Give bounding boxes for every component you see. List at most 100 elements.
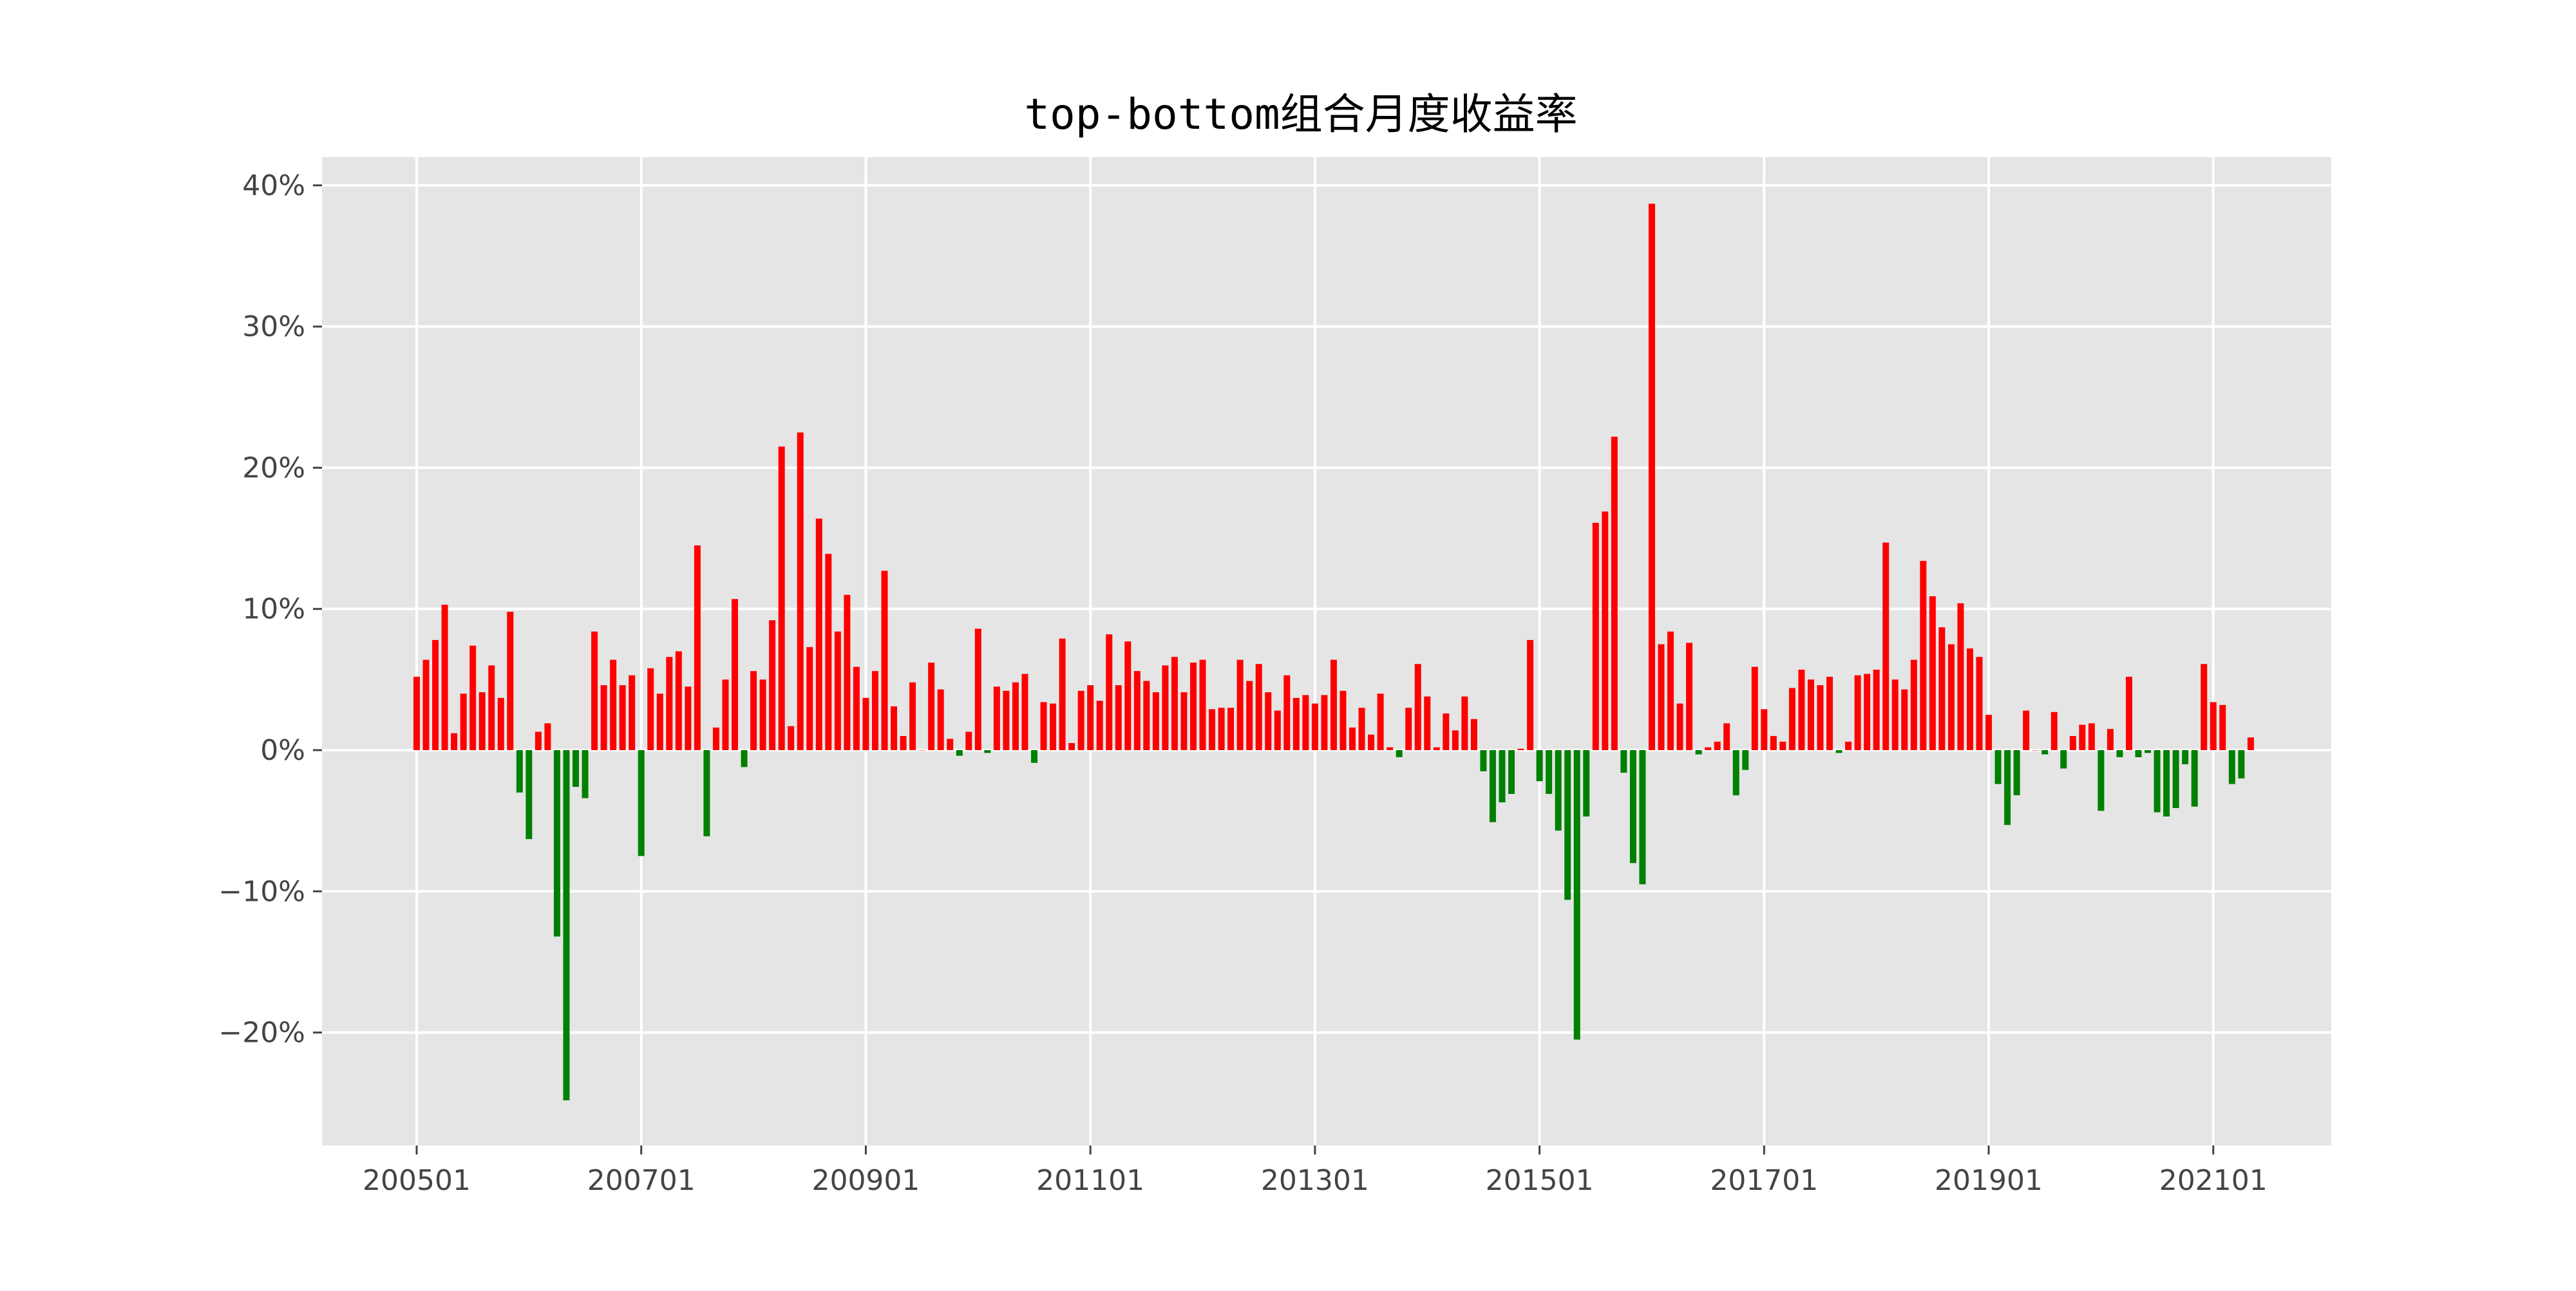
bar [619, 685, 626, 750]
y-tick-label: 30% [242, 310, 305, 343]
chart-title: top-bottom组合月度收益率 [1024, 90, 1577, 139]
x-tick-label: 200701 [587, 1164, 696, 1197]
bar [2247, 737, 2254, 750]
bar [1546, 750, 1553, 794]
bar [1751, 666, 1758, 750]
bar [1218, 708, 1225, 750]
bar [947, 739, 954, 750]
bar [460, 693, 467, 750]
bar [1873, 670, 1880, 750]
bar [1115, 685, 1122, 750]
bar [1293, 697, 1300, 750]
bar [1180, 692, 1188, 750]
bar [1387, 747, 1394, 750]
bar [1050, 703, 1057, 750]
bar [1405, 708, 1412, 750]
bar [675, 651, 682, 750]
bar [1499, 750, 1506, 803]
bar [1021, 674, 1028, 750]
bar [1779, 741, 1786, 750]
bar [1742, 750, 1749, 770]
bar [1433, 747, 1440, 750]
bar [2163, 750, 2170, 817]
bar [2210, 702, 2217, 750]
bar [507, 612, 514, 750]
bar [1368, 734, 1375, 750]
bar [2238, 750, 2245, 778]
plot-area [322, 157, 2331, 1145]
bar [1798, 670, 1805, 750]
bar [1938, 627, 1946, 750]
bar [516, 750, 523, 793]
bar [844, 594, 851, 750]
bar [432, 639, 439, 750]
bar [2041, 750, 2049, 755]
bar [1209, 709, 1216, 750]
bar [638, 750, 645, 856]
bar [573, 750, 580, 787]
bar [1920, 561, 1927, 750]
bar [815, 518, 822, 750]
x-tick-label: 201901 [1935, 1164, 2043, 1197]
bar [1732, 750, 1739, 796]
bar [1377, 693, 1384, 750]
bar [2069, 736, 2076, 750]
bar [1302, 695, 1309, 750]
bar [834, 631, 841, 750]
bar [732, 599, 739, 750]
x-tick-label: 201301 [1261, 1164, 1369, 1197]
y-tick-label: −20% [218, 1017, 305, 1050]
bar [1461, 696, 1468, 750]
bar [1106, 634, 1113, 750]
bar [1592, 522, 1599, 750]
bar [1620, 750, 1627, 773]
bar [1143, 681, 1150, 750]
bar [2004, 750, 2011, 825]
bar [750, 671, 757, 750]
bar [1985, 715, 1993, 750]
bar [1770, 736, 1777, 750]
bar [2098, 750, 2105, 811]
bar [1059, 638, 1066, 750]
bar [469, 645, 477, 750]
y-tick-label: 0% [260, 734, 305, 767]
bar [862, 697, 869, 750]
bar [1573, 750, 1580, 1040]
bar [1236, 659, 1244, 750]
bar [1826, 676, 1833, 750]
bars [413, 203, 2254, 1100]
bar [1658, 644, 1665, 750]
bar [1321, 695, 1328, 750]
bar [956, 750, 963, 756]
bar [1133, 671, 1141, 750]
bar [1976, 657, 1983, 750]
bar [1414, 664, 1421, 750]
bar [769, 620, 776, 750]
bar [984, 750, 991, 753]
bar [1096, 701, 1103, 750]
bar [1003, 690, 1010, 750]
bar [422, 659, 430, 750]
bar [853, 666, 860, 750]
bar [1602, 511, 1609, 750]
bar [2116, 750, 2123, 757]
bar [788, 726, 795, 750]
bar [1077, 690, 1084, 750]
bar [1340, 690, 1347, 750]
bar [2125, 676, 2132, 750]
bar [1349, 727, 1356, 750]
bar [535, 731, 542, 750]
bar [891, 706, 898, 750]
bar [2050, 711, 2058, 750]
x-tick-label: 202101 [2159, 1164, 2268, 1197]
bar [1452, 730, 1459, 750]
bar [1667, 631, 1674, 750]
x-tick-label: 200501 [363, 1164, 471, 1197]
bar [488, 665, 495, 750]
bar [1030, 750, 1037, 763]
bar [582, 750, 589, 798]
bar [778, 446, 785, 750]
bar [1517, 748, 1524, 750]
